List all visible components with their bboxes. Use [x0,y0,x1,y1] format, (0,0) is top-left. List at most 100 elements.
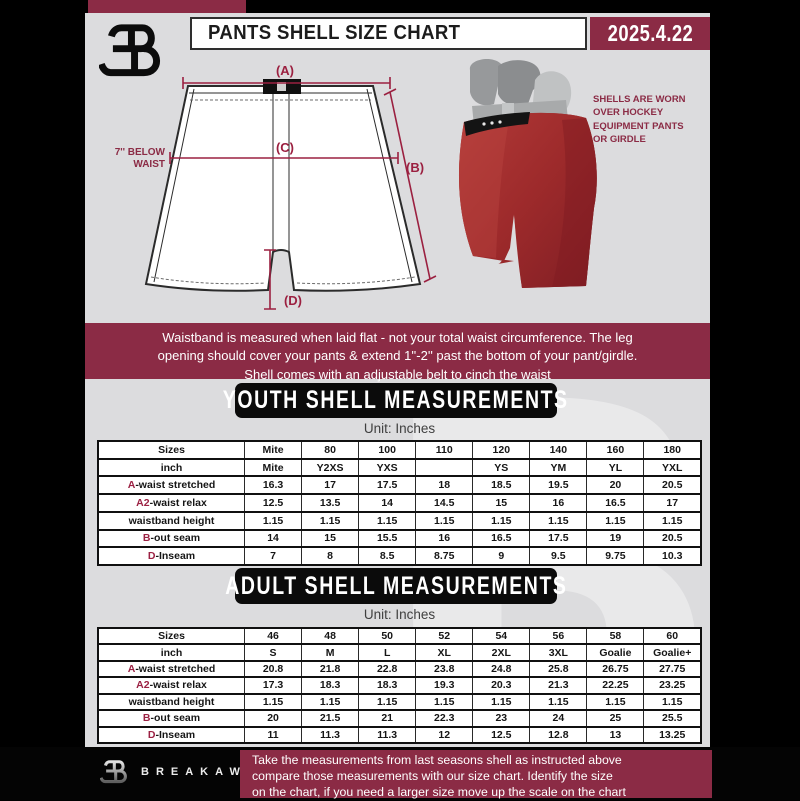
table-cell: 20 [586,475,645,496]
table-cell: 11 [243,725,303,745]
table-cell [415,457,474,478]
shell-pants-illustration [458,59,597,288]
caption-line: OR GIRDLE [593,134,646,146]
table-cell: 21.3 [529,676,588,695]
table-cell: 58 [586,626,645,646]
table-cell: 20 [243,709,303,728]
table-cell: 1.15 [301,692,360,712]
waist-note-line1: 7'' BELOW [115,147,166,158]
table-cell: 1.15 [472,692,531,712]
table-cell: 12 [415,725,474,745]
table-cell: 9 [472,546,531,566]
table-cell: 20.5 [643,475,702,496]
table-cell: 16 [529,493,588,513]
table-row: waistband height 1.15 1.15 1.15 1.15 1.15 1.15… [97,510,702,531]
unit-label-youth: Unit: Inches [363,421,436,436]
date-badge: 2025.4.22 [590,17,710,50]
table-cell: YL [586,457,645,478]
table-cell: 19 [586,528,645,549]
unit-label-adult: Unit: Inches [363,607,436,622]
table-cell: 23.25 [643,676,702,695]
table-cell: 1.15 [643,510,702,531]
table-cell: 56 [529,626,588,646]
table-cell: 3XL [529,643,588,662]
table-cell: 54 [472,626,531,646]
table-cell: M [301,643,360,662]
table-cell: 20.8 [243,659,303,679]
table-cell: 20.5 [643,528,702,549]
table-row: B-out seam 14 15 15.5 16 16.5 17.5 19 20.5 [97,528,702,549]
page-title-box: PANTS SHELL SIZE CHART [190,17,587,50]
table-row: inch Mite Y2XS YXS YS YM YL YXL [97,457,702,478]
notice-line: opening should cover your pants & extend… [157,348,638,364]
table-cell: 16 [415,528,474,549]
photo-caption: SHELLS ARE WORN OVER HOCKEY EQUIPMENT PA… [593,93,710,147]
table-cell: 1.15 [415,692,474,712]
table-cell: 18.3 [358,676,417,695]
table-cell: 100 [358,440,417,460]
table-cell: 1.15 [529,510,588,531]
table-cell: 24 [529,709,588,728]
shell-highlight [458,114,510,258]
table-cell: 8.75 [415,546,474,566]
table-cell: 13.25 [643,725,702,745]
dimension-lines [169,77,437,310]
row-label: Sizes [97,626,245,646]
table-cell: 12.5 [243,493,303,513]
table-cell: 24.8 [472,659,531,679]
table-cell: 25.5 [643,709,702,728]
table-cell: 7 [243,546,303,566]
notice-line: Waistband is measured when laid flat - n… [162,330,633,345]
table-cell: 180 [643,440,702,460]
table-cell: 46 [243,626,303,646]
table-cell: 1.15 [243,510,303,531]
table-cell: 16.5 [472,528,531,549]
table-cell: 16.3 [243,475,303,496]
breakaway-logo-icon [100,760,127,784]
shell-measurement-diagram: (A) (B) (C) (D) 7'' BELOW WAIST [115,63,437,310]
footer-brand: BREAKAWAY [141,766,275,778]
row-label: Sizes [97,440,245,460]
table-cell: 16.5 [586,493,645,513]
table-cell: 9.75 [586,546,645,566]
table-cell: 21 [358,709,417,728]
table-cell: 110 [415,440,474,460]
table-cell: 25.8 [529,659,588,679]
table-cell: 13 [586,725,645,745]
table-cell: 19.3 [415,676,474,695]
row-label: B-out seam [97,528,245,549]
table-row: B-out seam 20 21.5 21 22.3 23 24 25 25.5 [97,709,702,728]
table-cell: 1.15 [358,510,417,531]
footer-note-line: compare those measurements with our size… [252,768,613,783]
table-cell: 1.15 [415,510,474,531]
footer-logo: BREAKAWAY [100,758,275,786]
table-cell: 1.15 [301,510,360,531]
table-cell: YXL [643,457,702,478]
table-cell: Mite [243,440,303,460]
table-row: Sizes 46 48 50 52 54 56 58 60 [97,626,702,646]
shorts-stitching [150,99,416,285]
table-cell: 13.5 [301,493,360,513]
table-cell: 8.5 [358,546,417,566]
table-cell: 8 [301,546,360,566]
table-row: D-Inseam 11 11.3 11.3 12 12.5 12.8 13 13.25 [97,725,702,745]
adult-size-table: Sizes 46 48 50 52 54 56 58 60 inch S M L XL 2XL 3XL Goal… [97,626,702,745]
page: B PANTS SHELL SIZE CHART 2025.4.22 (A) (… [85,13,710,747]
table-cell: 80 [301,440,360,460]
table-cell: 11.3 [301,725,360,745]
table-cell: 2XL [472,643,531,662]
shell-waistband [464,112,530,136]
table-cell: 1.15 [358,692,417,712]
table-cell: 15 [301,528,360,549]
table-row: waistband height 1.15 1.15 1.15 1.15 1.15 1.15… [97,692,702,712]
table-cell: 120 [472,440,531,460]
shell-body-overlay [458,112,597,288]
dim-label-d: (D) [284,293,302,308]
shorts-outline [144,85,422,292]
table-cell: 9.5 [529,546,588,566]
shorts-seams [153,88,413,283]
table-cell: 48 [301,626,360,646]
row-label: waistband height [97,510,245,531]
table-cell: 11.3 [358,725,417,745]
table-cell: 23.8 [415,659,474,679]
